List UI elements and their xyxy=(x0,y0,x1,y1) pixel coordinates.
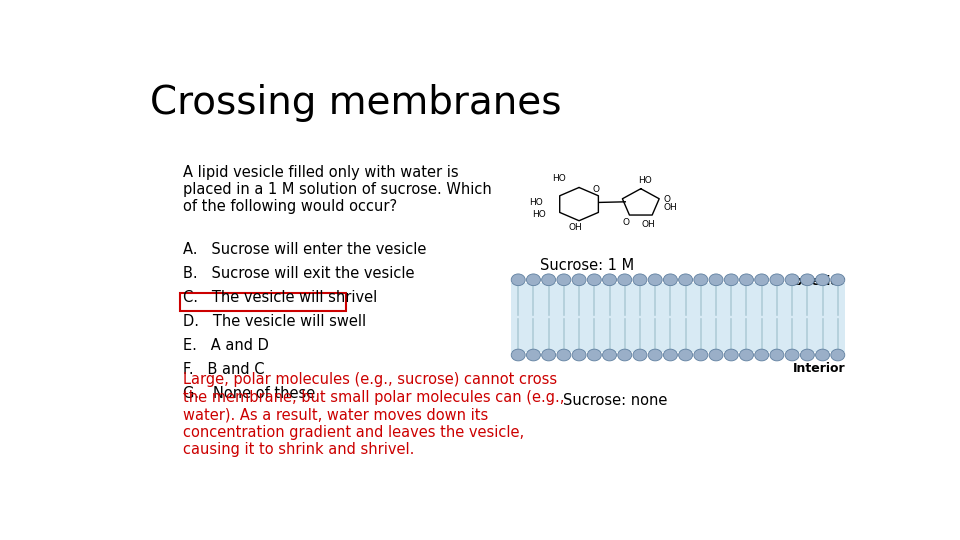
Ellipse shape xyxy=(785,349,799,361)
Text: Crossing membranes: Crossing membranes xyxy=(150,84,562,122)
Ellipse shape xyxy=(603,274,616,286)
Ellipse shape xyxy=(512,349,525,361)
Ellipse shape xyxy=(830,349,845,361)
Ellipse shape xyxy=(557,349,571,361)
Text: OH: OH xyxy=(568,223,582,232)
Text: Sucrose: 1 M: Sucrose: 1 M xyxy=(540,258,635,273)
Ellipse shape xyxy=(588,274,601,286)
Ellipse shape xyxy=(694,349,708,361)
Ellipse shape xyxy=(526,274,540,286)
Ellipse shape xyxy=(588,349,601,361)
Ellipse shape xyxy=(724,274,738,286)
Ellipse shape xyxy=(694,274,708,286)
Bar xyxy=(511,283,846,352)
Text: F.   B and C: F. B and C xyxy=(183,362,265,377)
Ellipse shape xyxy=(709,349,723,361)
Text: G.   None of these: G. None of these xyxy=(183,386,316,401)
Ellipse shape xyxy=(816,349,829,361)
Ellipse shape xyxy=(801,349,814,361)
Ellipse shape xyxy=(512,274,525,286)
Ellipse shape xyxy=(572,274,587,286)
Ellipse shape xyxy=(755,274,769,286)
Ellipse shape xyxy=(709,274,723,286)
Text: O: O xyxy=(663,194,670,204)
Text: Interior: Interior xyxy=(793,362,846,375)
Text: O: O xyxy=(623,218,630,227)
Text: HO: HO xyxy=(637,177,652,185)
Ellipse shape xyxy=(572,349,587,361)
Ellipse shape xyxy=(663,274,678,286)
Ellipse shape xyxy=(724,349,738,361)
Text: Large, polar molecules (e.g., sucrose) cannot cross
the membrane, but small pola: Large, polar molecules (e.g., sucrose) c… xyxy=(183,373,564,457)
Ellipse shape xyxy=(770,349,784,361)
Ellipse shape xyxy=(617,349,632,361)
Ellipse shape xyxy=(785,274,799,286)
Ellipse shape xyxy=(679,349,692,361)
Text: HO: HO xyxy=(533,210,546,219)
Ellipse shape xyxy=(541,274,556,286)
Text: OH: OH xyxy=(663,203,677,212)
Ellipse shape xyxy=(739,349,754,361)
Text: E.   A and D: E. A and D xyxy=(183,338,269,353)
Text: A lipid vesicle filled only with water is
placed in a 1 M solution of sucrose. W: A lipid vesicle filled only with water i… xyxy=(183,165,492,214)
Ellipse shape xyxy=(663,349,678,361)
Ellipse shape xyxy=(633,349,647,361)
Ellipse shape xyxy=(648,349,662,361)
Ellipse shape xyxy=(541,349,556,361)
Text: OH: OH xyxy=(641,220,655,229)
Text: D.   The vesicle will swell: D. The vesicle will swell xyxy=(183,314,367,329)
Text: O: O xyxy=(592,185,599,194)
Ellipse shape xyxy=(526,349,540,361)
Ellipse shape xyxy=(648,274,662,286)
Text: HO: HO xyxy=(530,198,543,206)
Ellipse shape xyxy=(633,274,647,286)
Text: HO: HO xyxy=(552,174,565,183)
Ellipse shape xyxy=(755,349,769,361)
Text: Exterior: Exterior xyxy=(789,275,846,288)
Text: A.   Sucrose will enter the vesicle: A. Sucrose will enter the vesicle xyxy=(183,241,426,256)
Ellipse shape xyxy=(679,274,692,286)
Ellipse shape xyxy=(770,274,784,286)
Ellipse shape xyxy=(603,349,616,361)
Text: C.   The vesicle will shrivel: C. The vesicle will shrivel xyxy=(183,290,377,305)
Text: B.   Sucrose will exit the vesicle: B. Sucrose will exit the vesicle xyxy=(183,266,415,281)
Ellipse shape xyxy=(830,274,845,286)
Ellipse shape xyxy=(739,274,754,286)
Text: Sucrose: none: Sucrose: none xyxy=(563,393,667,408)
Ellipse shape xyxy=(617,274,632,286)
Ellipse shape xyxy=(801,274,814,286)
Ellipse shape xyxy=(816,274,829,286)
Ellipse shape xyxy=(557,274,571,286)
